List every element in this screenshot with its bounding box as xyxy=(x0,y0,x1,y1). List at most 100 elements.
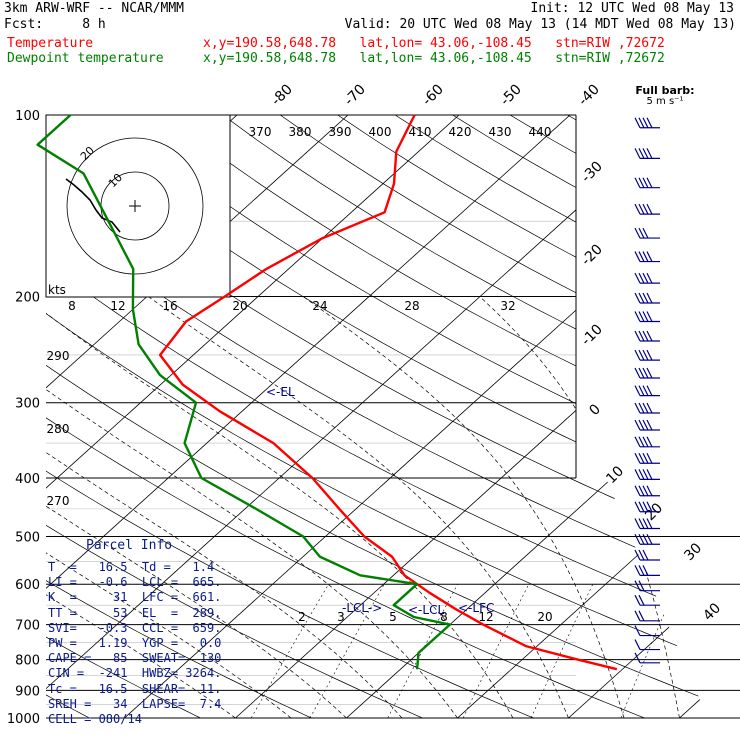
barb-flag xyxy=(646,349,653,361)
theta-label-420: 420 xyxy=(449,125,472,139)
dry-adiabat-330 xyxy=(46,115,700,718)
wind-barb xyxy=(634,518,660,530)
barb-flag xyxy=(646,292,653,304)
barb-flag xyxy=(638,436,645,448)
barb-flag xyxy=(642,533,649,545)
isotherm--50 xyxy=(46,115,460,718)
chart-series xyxy=(36,114,618,671)
barb-flag xyxy=(642,385,649,396)
theta-label-430: 430 xyxy=(489,125,512,139)
wind-barb xyxy=(634,227,660,239)
temp-label--80: -80 xyxy=(268,81,295,108)
barb-flag xyxy=(642,565,649,576)
dry-adiabat-310 xyxy=(46,115,700,718)
temp-label--20: -20 xyxy=(578,241,605,268)
barb-flag xyxy=(642,203,649,215)
temp-label--30: -30 xyxy=(578,158,605,185)
dry-adiabat-440 xyxy=(509,115,700,718)
barb-flag xyxy=(642,251,649,262)
wind-barb xyxy=(634,148,660,159)
barb-flag xyxy=(634,594,641,606)
barb-flag xyxy=(638,469,645,480)
init-time: Init: 12 UTC Wed 08 May 13 xyxy=(530,1,735,16)
barb-flag xyxy=(642,349,649,361)
barb-flag xyxy=(638,485,645,497)
barb-flag xyxy=(646,533,653,545)
barb-flag xyxy=(634,469,641,480)
annotation-lcl-right: -LCL-> xyxy=(342,601,382,615)
wind-barb xyxy=(634,402,660,414)
barb-flag xyxy=(634,311,641,322)
hodo-speed-label-24: 24 xyxy=(312,299,327,313)
barb-flag xyxy=(642,117,649,129)
moist-adiabat--10 xyxy=(46,296,236,718)
hodo-unit-label: kts xyxy=(48,283,66,297)
dry-adiabat-360 xyxy=(50,115,700,718)
wind-barb xyxy=(634,385,660,397)
theta-label-370: 370 xyxy=(249,125,272,139)
barb-flag xyxy=(638,177,645,188)
temperature-legend-info: x,y=190.58,648.78 lat,lon= 43.06,-108.45… xyxy=(203,36,665,51)
barb-flag xyxy=(646,518,653,529)
isotherm-0 xyxy=(346,115,700,718)
temp-label-0: 0 xyxy=(586,401,604,419)
theta-e-label-270: 270 xyxy=(47,494,70,508)
temperature-line xyxy=(158,114,618,671)
barb-flag xyxy=(642,501,649,513)
barb-flag xyxy=(634,148,641,159)
theta-label-410: 410 xyxy=(409,125,432,139)
temp-label-30: 30 xyxy=(681,540,705,564)
wind-barb xyxy=(634,272,660,284)
barb-flag xyxy=(642,311,649,322)
pressure-label-100: 100 xyxy=(15,109,40,124)
barb-flag xyxy=(642,177,649,188)
temp-label--50: -50 xyxy=(497,81,524,108)
dewpoint-legend-info: x,y=190.58,648.78 lat,lon= 43.06,-108.45… xyxy=(203,51,665,66)
dry-adiabat-280 xyxy=(46,115,423,718)
barb-flag xyxy=(642,469,649,480)
barb-flag xyxy=(642,549,649,561)
mixing-ratio-12 xyxy=(530,584,594,718)
barb-flag xyxy=(642,436,649,448)
dry-adiabat-300 xyxy=(46,115,645,718)
parcel-info-row: Tc = 16.5 SHEAR= 11. xyxy=(48,681,222,696)
annotation-el: <-EL xyxy=(266,385,295,399)
moist-adiabat-20 xyxy=(148,296,569,718)
moist-adiabat-0 xyxy=(46,296,347,718)
barb-flag xyxy=(634,485,641,497)
barb-flag xyxy=(646,501,653,513)
parcel-info-row: T = 16.5 Td = 1.4 xyxy=(48,560,215,574)
hodo-speed-label-20: 20 xyxy=(232,299,247,313)
wind-barb xyxy=(634,625,660,637)
dry-adiabat-260 xyxy=(46,115,201,718)
hodo-ring xyxy=(66,137,204,275)
barb-flag xyxy=(638,533,645,545)
barb-flag xyxy=(646,148,653,159)
barb-flag xyxy=(638,610,645,622)
wind-barb xyxy=(634,436,660,448)
parcel-info-row: CAPE = 85 SWEAT= 130 xyxy=(48,651,222,666)
forecast-hour: Fcst: 8 h xyxy=(4,17,106,32)
barb-flag xyxy=(638,501,645,513)
barb-flag xyxy=(638,402,645,414)
wind-barb xyxy=(634,580,660,592)
barb-flag xyxy=(646,177,653,188)
temp-label-40: 40 xyxy=(700,600,724,624)
wind-barb xyxy=(634,469,660,480)
mixing-ratio-label-8: 8 xyxy=(440,610,448,624)
barb-flag xyxy=(646,469,653,480)
annotation-lcl-left: <-LCL xyxy=(408,603,444,617)
dry-adiabat-400 xyxy=(279,115,700,718)
temperature-legend-label: Temperature xyxy=(7,36,94,51)
barb-flag xyxy=(642,292,649,304)
wind-barb xyxy=(634,610,660,622)
barb-flag xyxy=(634,203,641,215)
barb-flag xyxy=(634,272,641,284)
pressure-label-300: 300 xyxy=(15,397,40,412)
barb-flag xyxy=(634,518,641,529)
barb-flag xyxy=(642,402,649,414)
hodograph-trace xyxy=(65,178,121,233)
barb-flag xyxy=(642,485,649,497)
wind-barb xyxy=(634,485,660,497)
